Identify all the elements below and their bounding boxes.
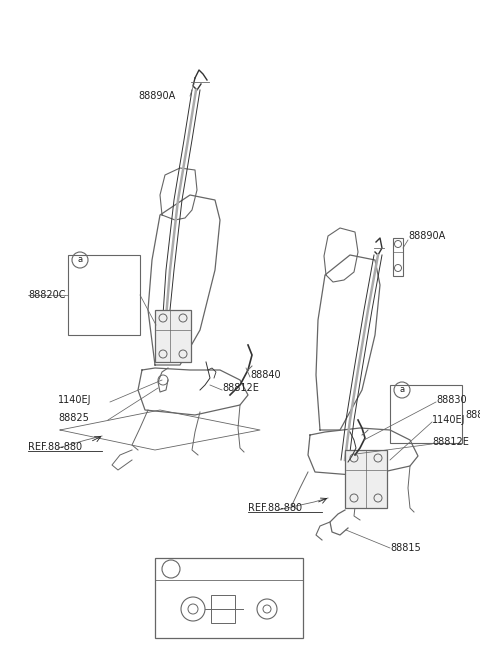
Bar [390,385,462,443]
Text: 88890A: 88890A [408,231,445,241]
Text: 88820C: 88820C [28,290,65,300]
Text: 88890A: 88890A [138,91,175,101]
Text: 88825: 88825 [58,413,89,423]
Circle shape [162,560,180,578]
Text: 88877: 88877 [233,584,260,594]
Bar [155,558,303,638]
Bar [155,310,191,362]
Text: a: a [399,386,405,394]
Text: 88878: 88878 [163,584,190,594]
Bar [211,595,235,623]
Text: 88830: 88830 [436,395,467,405]
Text: REF.88-880: REF.88-880 [248,503,302,513]
Bar [393,238,403,276]
Text: 88815: 88815 [390,543,421,553]
Text: REF.88-880: REF.88-880 [28,442,82,452]
Bar [68,255,140,335]
Text: 88812E: 88812E [222,383,259,393]
Text: 1140EJ: 1140EJ [432,415,466,425]
Text: a: a [168,565,174,573]
Text: 88812E: 88812E [432,437,469,447]
Text: 1140EJ: 1140EJ [58,395,92,405]
Text: 88840: 88840 [250,370,281,380]
Text: a: a [77,255,83,264]
Text: 88810C: 88810C [465,410,480,420]
Bar [345,450,387,508]
